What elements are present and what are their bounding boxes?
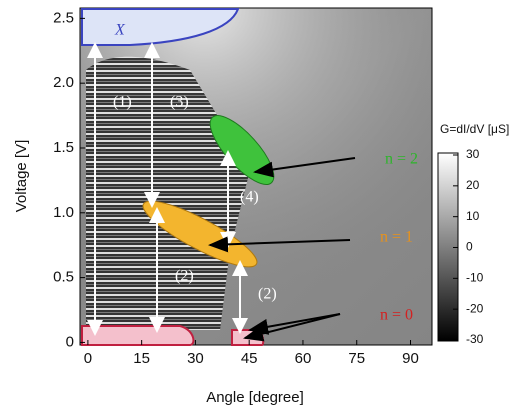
- x-tick-label: 0: [84, 350, 92, 367]
- y-tick-label: 2.5: [53, 9, 74, 26]
- x-tick-label: 60: [295, 350, 312, 367]
- colorbar-tick-label: 0: [466, 240, 473, 254]
- y-tick-label: 1.0: [53, 204, 74, 221]
- colorbar-tick-label: -30: [466, 332, 484, 346]
- x-axis-label: Angle [degree]: [206, 389, 304, 406]
- colorbar-tick-label: -10: [466, 271, 484, 285]
- x-tick-label: 15: [133, 350, 150, 367]
- annotation: (1): [113, 94, 132, 111]
- annotation: n = 1: [380, 229, 413, 246]
- colorbar-tick-label: 30: [466, 147, 480, 161]
- x-tick-label: 90: [402, 350, 419, 367]
- annotation: (3): [170, 94, 189, 111]
- colorbar-tick-label: 10: [466, 209, 480, 223]
- annotation: (2): [258, 286, 277, 303]
- y-tick-label: 0: [66, 333, 74, 350]
- x-tick-label: 45: [241, 350, 258, 367]
- y-axis-label: Voltage [V]: [13, 140, 30, 213]
- colorbar-tick-label: 20: [466, 178, 480, 192]
- annotation: X: [114, 22, 126, 39]
- x-tick-label: 75: [348, 350, 365, 367]
- colorbar-label: G=dI/dV [μS]: [440, 122, 509, 136]
- annotation: n = 0: [380, 307, 413, 324]
- colorbar-tick-label: -20: [466, 301, 484, 315]
- annotation: n = 2: [385, 151, 418, 168]
- x-tick-label: 30: [187, 350, 204, 367]
- annotation: (4): [240, 189, 259, 206]
- chart: G=dI/dV [μS] Angle [degree] Voltage [V] …: [0, 0, 517, 412]
- y-tick-label: 2.0: [53, 74, 74, 91]
- annotation: (2): [175, 268, 194, 285]
- y-tick-label: 1.5: [53, 139, 74, 156]
- y-tick-label: 0.5: [53, 269, 74, 286]
